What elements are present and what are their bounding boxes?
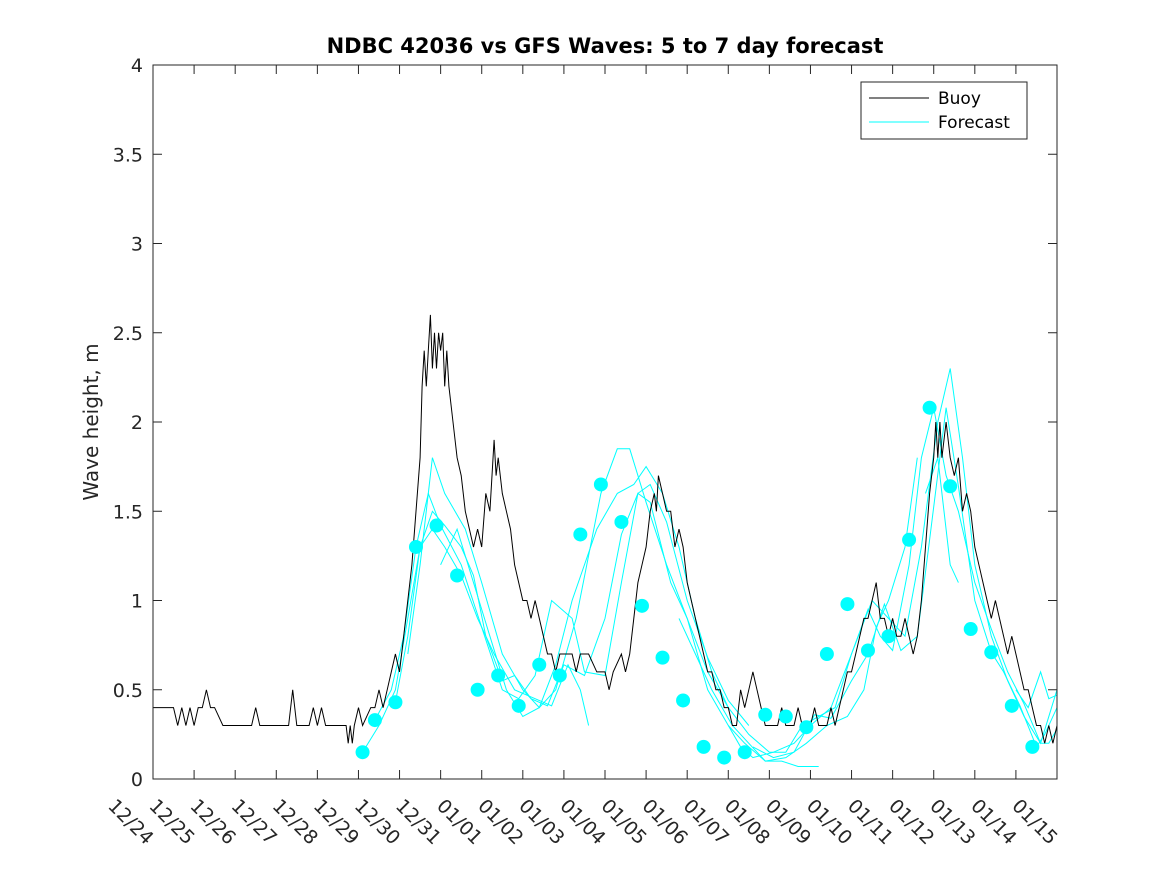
legend-buoy-label: Buoy (938, 89, 981, 109)
y-tick-label-3: 1.5 (113, 501, 143, 523)
forecast-marker-5 (450, 568, 465, 583)
forecast-marker-27 (902, 532, 917, 547)
legend-box (860, 81, 1028, 140)
forecast-marker-22 (799, 720, 814, 735)
y-axis-label: Wave height, m (79, 343, 103, 500)
y-tick-label-0: 0 (131, 769, 143, 791)
forecast-line-5 (678, 618, 819, 767)
y-tick-label-4: 2 (131, 412, 143, 434)
forecast-marker-18 (717, 750, 732, 765)
forecast-marker-13 (614, 514, 629, 529)
forecast-marker-15 (655, 650, 670, 665)
forecast-marker-30 (963, 622, 978, 637)
forecast-marker-16 (676, 693, 691, 708)
y-tick-label-8: 4 (131, 55, 143, 77)
forecast-marker-8 (511, 698, 526, 713)
buoy-line (153, 314, 1058, 744)
forecast-marker-21 (778, 709, 793, 724)
forecast-marker-14 (634, 598, 649, 613)
plot-area (153, 65, 1057, 779)
forecast-marker-29 (943, 479, 958, 494)
legend: Buoy Forecast (860, 81, 1028, 140)
y-tick-label-6: 3 (131, 234, 143, 256)
chart-title: NDBC 42036 vs GFS Waves: 5 to 7 day fore… (327, 34, 884, 58)
marker-layer (355, 400, 1040, 765)
y-tick-label-2: 1 (131, 591, 143, 613)
forecast-marker-23 (819, 647, 834, 662)
forecast-marker-3 (408, 539, 423, 554)
legend-forecast-label: Forecast (938, 113, 1010, 133)
forecast-line-9 (1015, 670, 1058, 709)
forecast-marker-11 (573, 527, 588, 542)
y-tick-label-5: 2.5 (113, 323, 143, 345)
forecast-marker-12 (593, 477, 608, 492)
forecast-marker-7 (491, 668, 506, 683)
forecast-marker-1 (367, 713, 382, 728)
forecast-line-7 (727, 457, 918, 762)
forecast-marker-28 (922, 400, 937, 415)
y-axis: 0 0.5 1 1.5 2 2.5 3 3.5 4 (113, 55, 1057, 791)
forecast-marker-33 (1025, 739, 1040, 754)
y-tick-label-1: 0.5 (113, 680, 143, 702)
forecast-marker-19 (737, 745, 752, 760)
forecast-line-6 (752, 407, 1058, 759)
forecast-marker-25 (860, 643, 875, 658)
forecast-line-4 (440, 407, 1058, 753)
forecast-marker-10 (552, 668, 567, 683)
forecast-marker-24 (840, 597, 855, 612)
forecast-marker-4 (429, 518, 444, 533)
forecast-marker-17 (696, 739, 711, 754)
forecast-marker-0 (355, 745, 370, 760)
forecast-marker-26 (881, 629, 896, 644)
forecast-marker-31 (984, 645, 999, 660)
forecast-marker-9 (532, 657, 547, 672)
forecast-marker-2 (388, 695, 403, 710)
y-tick-label-7: 3.5 (113, 144, 143, 166)
forecast-marker-6 (470, 682, 485, 697)
forecast-marker-20 (758, 707, 773, 722)
forecast-marker-32 (1004, 698, 1019, 713)
series-layer (153, 314, 1058, 767)
